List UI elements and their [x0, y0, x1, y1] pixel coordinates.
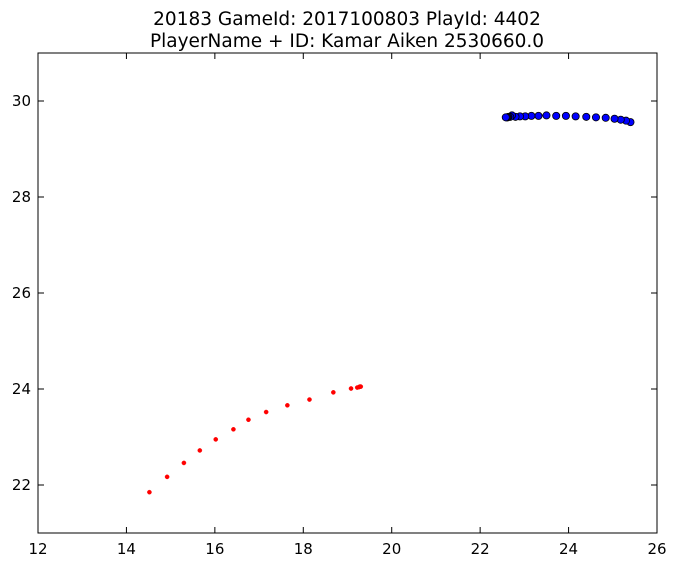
series-1-point-8 [263, 409, 269, 415]
series-2-point-4 [610, 114, 619, 123]
series-1-point-1 [147, 489, 152, 495]
x-tick-label: 16 [205, 540, 224, 558]
chart-title-line-2: PlayerName + ID: Kamar Aiken 2530660.0 [150, 31, 544, 52]
y-tick-label: 22 [12, 476, 31, 494]
x-tick-label: 22 [471, 540, 490, 558]
y-tick-label: 30 [12, 92, 31, 110]
y-tick-label: 24 [12, 380, 31, 398]
series-1-point-2 [164, 474, 170, 480]
y-tick-label: 26 [12, 284, 31, 302]
x-tick-label: 18 [294, 540, 313, 558]
axis-ticks [37, 53, 658, 533]
chart-title-line-1: 20183 GameId: 2017100803 PlayId: 4402 [153, 9, 541, 30]
x-tick-label: 20 [382, 540, 401, 558]
x-tick-label: 26 [647, 540, 666, 558]
series-1-point-6 [231, 427, 236, 432]
series-2-point-6 [591, 113, 600, 122]
series-2-point-5 [601, 113, 610, 122]
series-1-point-12 [348, 386, 354, 391]
series-1-point-10 [307, 397, 312, 402]
series-2-point-7 [582, 112, 591, 121]
chart-marks [147, 111, 635, 495]
series-2-point-10 [552, 111, 561, 120]
plot-frame [37, 52, 658, 534]
x-tick-label: 14 [117, 540, 136, 558]
series-1-point-9 [285, 403, 290, 408]
y-tick-label: 28 [12, 188, 31, 206]
series-1-point-4 [197, 448, 203, 453]
series-2-point-9 [561, 111, 570, 120]
series-2-point-22 [501, 113, 510, 122]
series-1-point-11 [331, 390, 336, 395]
series-2-point-11 [542, 111, 551, 120]
series-1-point-7 [246, 417, 251, 423]
series-2-point-8 [571, 112, 580, 121]
series-1-point-5 [213, 437, 219, 442]
axis-tick-labels: 12 14 16 18 20 22 24 26 22 24 26 28 30 [12, 92, 667, 558]
x-tick-label: 12 [28, 540, 47, 558]
series-1-point-3 [181, 460, 187, 466]
series-1-point-16 [358, 384, 364, 389]
x-tick-label: 24 [559, 540, 578, 558]
series-2-point-12 [534, 111, 543, 120]
